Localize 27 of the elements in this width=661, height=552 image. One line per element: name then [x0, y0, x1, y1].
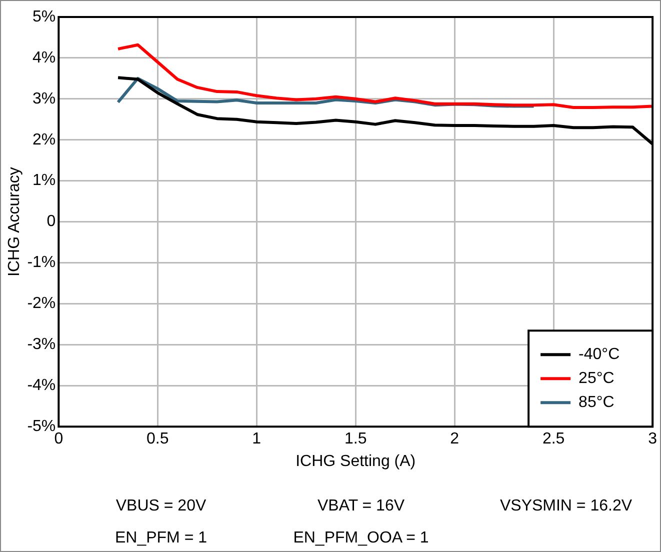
y-tick-label: -3%: [27, 336, 56, 354]
text: VSYSMIN = 16.2V: [500, 497, 632, 514]
text: EN_PFM_OOA = 1: [293, 529, 429, 546]
text: VBUS = 20V: [116, 497, 206, 514]
x-tick-label: 0.5: [146, 430, 169, 448]
y-tick-label: 4%: [32, 49, 56, 66]
y-tick-label: 3%: [32, 90, 56, 108]
y-axis-title: ICHG Accuracy: [6, 167, 24, 276]
y-tick-label: -2%: [27, 295, 56, 312]
y-tick-label: 1%: [32, 172, 56, 190]
x-tick-label: 2: [450, 430, 460, 448]
legend-label: -40°C: [578, 346, 620, 364]
y-tick-label: -4%: [27, 377, 56, 394]
y-tick-label: -1%: [27, 254, 56, 272]
x-axis-title: ICHG Setting (A): [296, 452, 416, 470]
y-tick-label: 2%: [32, 131, 56, 148]
x-tick-label: 2.5: [542, 430, 565, 448]
y-tick-label: 5%: [32, 8, 56, 26]
text: EN_PFM = 1: [114, 529, 208, 546]
x-tick-label: 1.5: [344, 430, 367, 448]
y-tick-label: -5%: [27, 418, 56, 436]
y-tick-label: 0: [46, 213, 56, 230]
legend-label: 85°C: [578, 394, 614, 412]
text: VBAT = 16V: [317, 497, 405, 514]
x-tick-label: 1: [252, 430, 262, 448]
legend-label: 25°C: [578, 370, 614, 388]
x-tick-label: 3: [648, 430, 658, 448]
